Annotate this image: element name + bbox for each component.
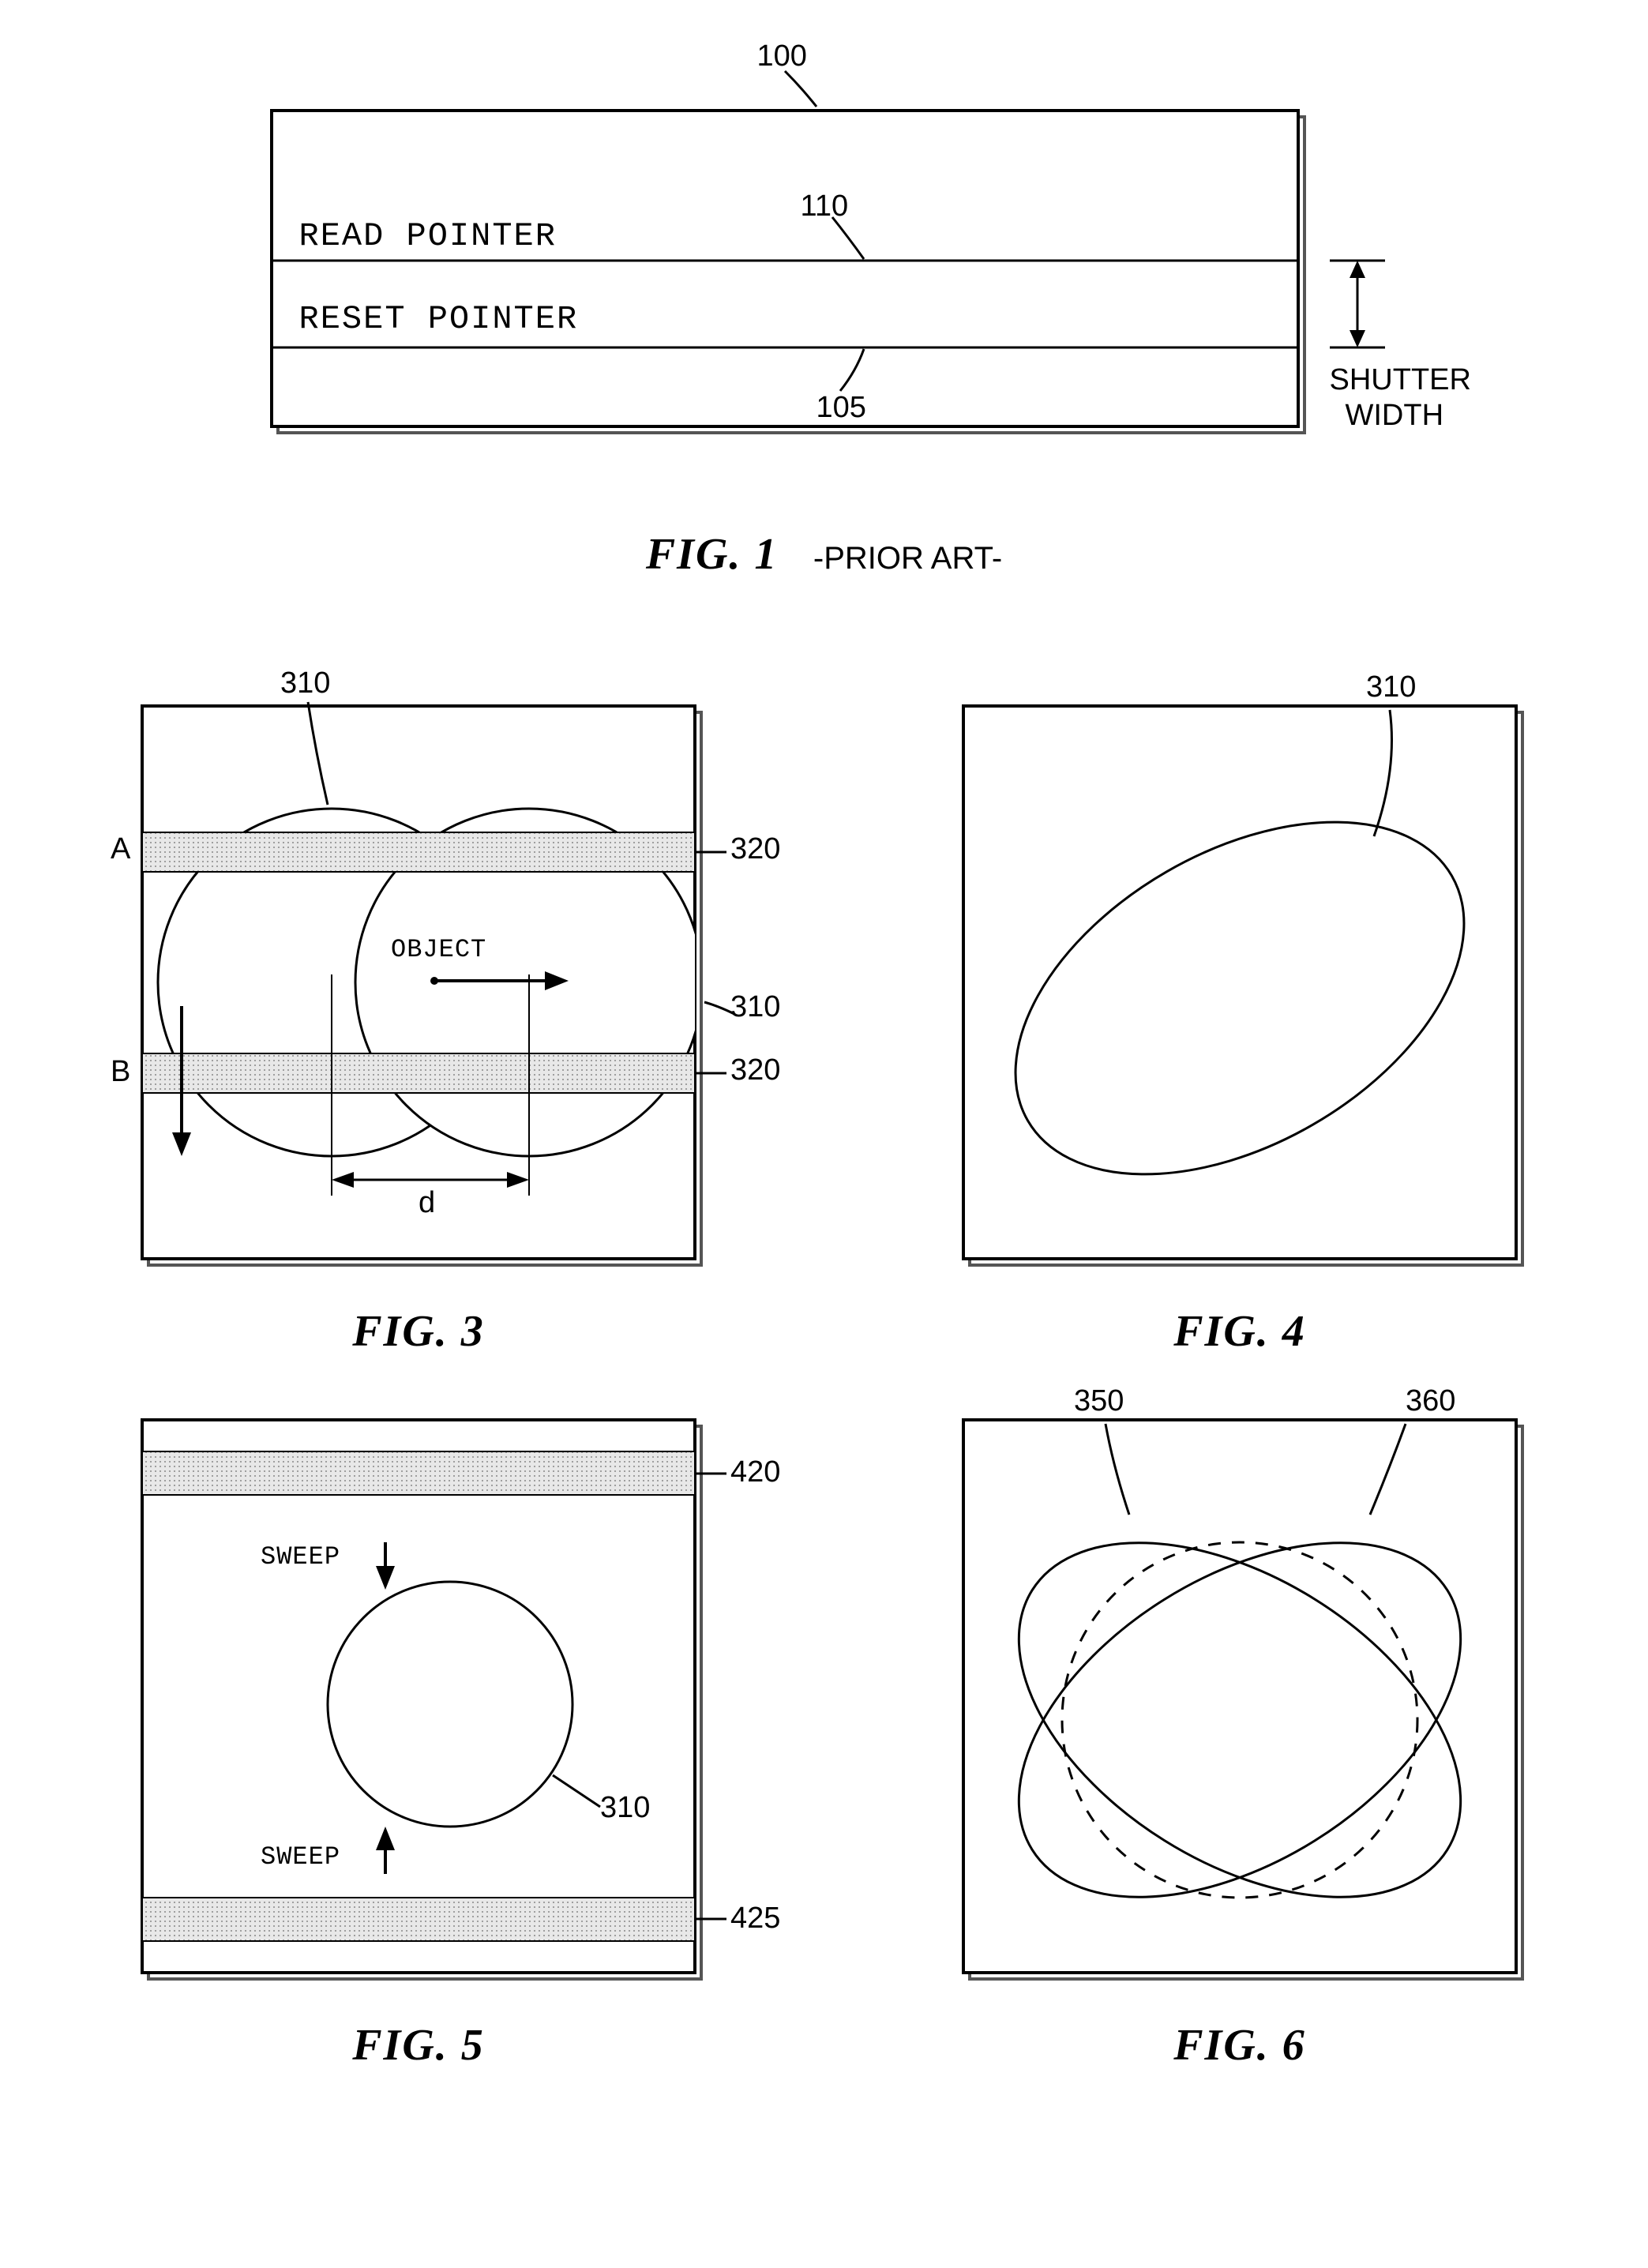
fig1-read-label: READ POINTER [299,217,557,255]
fig5-ref-425: 425 [730,1902,780,1936]
fig3-label-b: B [111,1055,130,1089]
fig5-diagram [63,1388,774,1988]
fig1-reset-label: RESET POINTER [299,300,579,338]
fig4-ref-310: 310 [1366,670,1416,704]
fig1-ref-100: 100 [757,39,807,73]
fig1-label: FIG. 1 [646,530,779,579]
fig3-ref-310-right: 310 [730,990,780,1024]
fig1-shutter-label1: SHUTTER [1330,363,1471,397]
fig3-ref-310-top: 310 [280,667,330,700]
fig6-ref-350: 350 [1074,1384,1124,1418]
fig4-diagram [884,674,1595,1275]
fig5-label: FIG. 5 [352,2020,485,2071]
fig1-shutter-label2: WIDTH [1346,399,1444,433]
fig1-diagram [153,63,1496,505]
fig6-ref-360: 360 [1406,1384,1455,1418]
fig3-label-a: A [111,832,130,866]
fig3-diagram [63,674,774,1275]
fig5-sweep-top: SWEEP [261,1542,340,1571]
fig6-diagram [884,1388,1595,1988]
fig5-sweep-bot: SWEEP [261,1842,340,1872]
fig1-sublabel: -PRIOR ART- [813,541,1002,576]
fig3-label: FIG. 3 [352,1306,485,1357]
fig6-label: FIG. 6 [1173,2020,1306,2071]
fig5-ref-310: 310 [600,1791,650,1825]
fig3-ref-320-top: 320 [730,832,780,866]
fig1-ref-110: 110 [801,190,849,223]
fig3-object-label: OBJECT [391,935,486,964]
fig4-label: FIG. 4 [1173,1306,1306,1357]
fig5-ref-420: 420 [730,1455,780,1489]
fig3-ref-320-bot: 320 [730,1053,780,1087]
fig1-ref-105: 105 [816,391,866,425]
fig3-d-label: d [419,1186,435,1220]
